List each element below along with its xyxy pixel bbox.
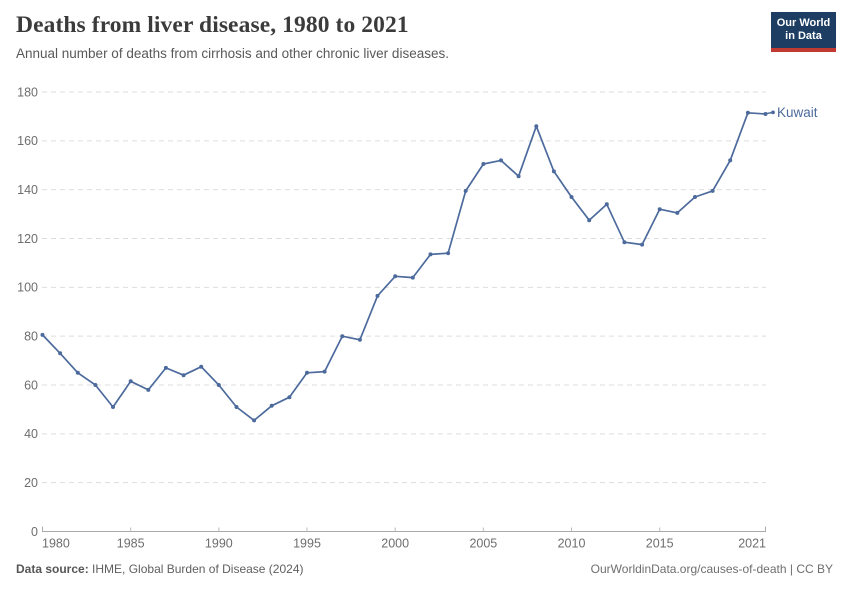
data-point-2007 (516, 174, 521, 179)
data-point-1988 (181, 373, 186, 378)
data-point-1989 (199, 364, 204, 369)
entity-label: Kuwait (777, 105, 818, 120)
x-axis-label-2005: 2005 (469, 537, 497, 551)
page-subtitle: Annual number of deaths from cirrhosis a… (16, 46, 449, 61)
data-point-1982 (75, 370, 80, 375)
data-point-1995 (305, 370, 309, 375)
x-axis-label-2010: 2010 (558, 537, 586, 551)
data-source-text: IHME, Global Burden of Disease (2024) (92, 562, 304, 576)
data-point-1997 (340, 334, 345, 339)
entity-label-dot (771, 110, 775, 115)
footer: Data source: IHME, Global Burden of Dise… (16, 562, 833, 576)
data-point-2013 (622, 240, 627, 245)
data-point-2010 (569, 195, 574, 199)
y-axis-label-140: 140 (17, 183, 38, 197)
data-source-label: Data source: (16, 562, 89, 576)
data-point-2019 (728, 158, 733, 163)
data-source: Data source: IHME, Global Burden of Dise… (16, 562, 303, 576)
data-point-2009 (551, 169, 556, 174)
line-chart: 0 20 40 60 80 100 120 140 160 180 1980 1985 1990 1995… (17, 85, 818, 551)
y-axis-label-20: 20 (24, 476, 38, 490)
y-axis-label-80: 80 (24, 329, 38, 343)
data-point-1999 (375, 293, 380, 298)
data-point-2016 (675, 210, 680, 215)
data-point-2011 (587, 218, 592, 223)
data-point-2004 (463, 188, 468, 193)
data-point-1996 (322, 369, 327, 374)
data-point-2002 (428, 252, 433, 257)
y-axis-label-40: 40 (24, 427, 38, 441)
data-point-1981 (58, 351, 63, 356)
data-point-2014 (640, 242, 645, 247)
data-point-2005 (481, 162, 486, 166)
logo-line-2: in Data (785, 30, 822, 42)
page-title: Deaths from liver disease, 1980 to 2021 (16, 12, 409, 38)
data-point-2000 (393, 274, 398, 279)
data-point-1984 (111, 405, 115, 409)
data-point-1998 (357, 337, 362, 342)
data-point-1993 (269, 403, 274, 408)
data-point-1991 (234, 405, 239, 409)
y-axis-label-0: 0 (31, 525, 38, 539)
citation-link[interactable]: OurWorldinData.org/causes-of-death | CC … (590, 562, 833, 576)
x-axis-label-1985: 1985 (117, 537, 145, 551)
data-point-2017 (693, 195, 697, 199)
y-axis-label-100: 100 (17, 281, 38, 295)
data-point-1985 (128, 379, 133, 384)
data-point-2008 (534, 124, 539, 129)
data-point-2018 (710, 188, 715, 193)
data-point-1986 (146, 387, 151, 392)
data-point-1990 (216, 383, 221, 387)
data-point-1983 (93, 383, 98, 387)
data-point-1992 (252, 418, 257, 423)
data-point-2003 (446, 251, 451, 256)
data-point-2020 (745, 110, 750, 115)
data-point-2006 (499, 158, 503, 163)
data-point-1994 (287, 395, 292, 400)
owid-logo[interactable]: Our World in Data (771, 12, 836, 52)
data-point-1987 (163, 365, 168, 370)
y-axis-label-180: 180 (17, 85, 38, 99)
y-axis-label-60: 60 (24, 378, 38, 392)
data-point-1980 (40, 332, 45, 337)
x-axis-label-2000: 2000 (381, 537, 409, 551)
data-point-2015 (657, 207, 662, 212)
x-axis-label-2021: 2021 (738, 537, 766, 551)
x-axis-label-2015: 2015 (646, 537, 674, 551)
data-point-2001 (410, 275, 415, 280)
x-axis-label-1980: 1980 (42, 537, 70, 551)
logo-line-1: Our World (776, 17, 831, 29)
x-axis-label-1990: 1990 (205, 537, 233, 551)
data-line-kuwait (41, 111, 767, 422)
y-axis-label-120: 120 (17, 232, 38, 246)
y-axis-label-160: 160 (17, 134, 38, 148)
x-axis-label-1995: 1995 (293, 537, 321, 551)
data-point-2012 (604, 202, 609, 207)
